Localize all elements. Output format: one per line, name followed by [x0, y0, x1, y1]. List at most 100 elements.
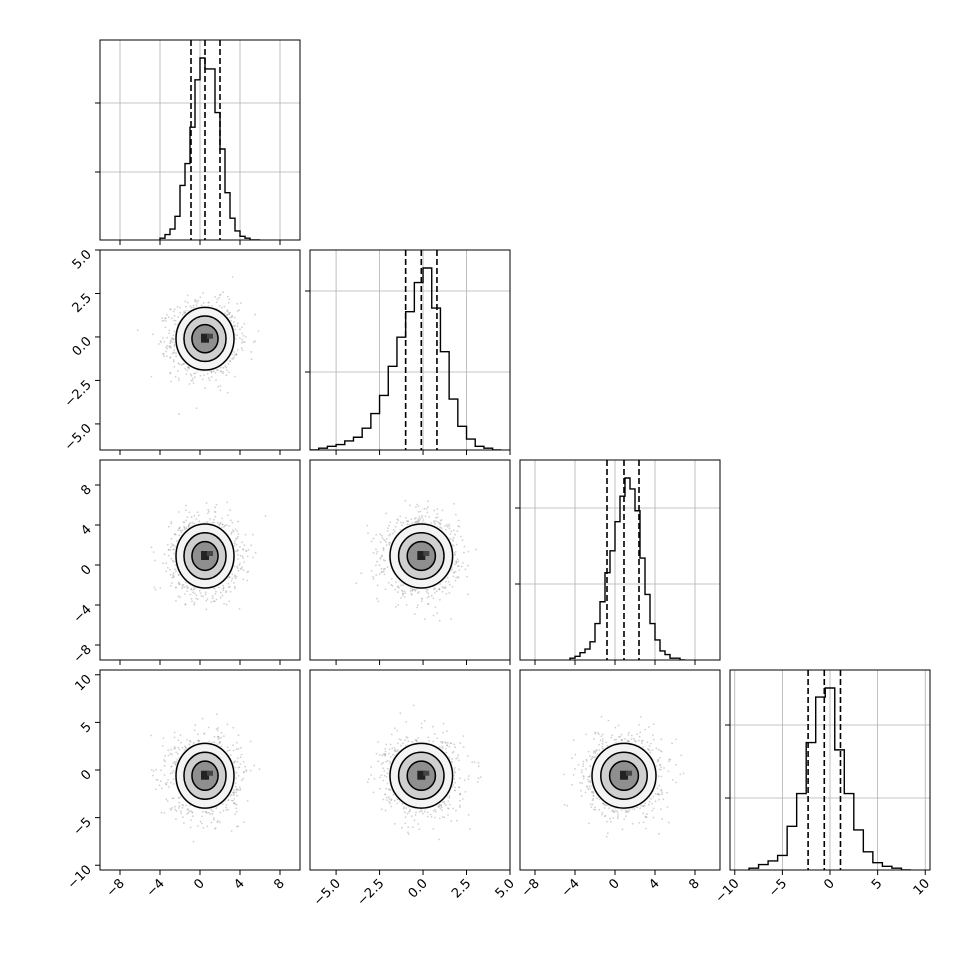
scatter-point [172, 360, 175, 363]
scatter-point [242, 771, 245, 774]
scatter-point [241, 541, 244, 544]
scatter-point [254, 551, 257, 554]
scatter-point [235, 544, 238, 546]
scatter-point [175, 761, 178, 764]
scatter-point [257, 330, 260, 332]
scatter-point [197, 299, 200, 302]
scatter-point [160, 341, 163, 344]
scatter-point [398, 587, 400, 589]
scatter-point [433, 592, 436, 594]
scatter-point [173, 552, 176, 555]
scatter-point [227, 799, 230, 801]
scatter-point [155, 768, 158, 771]
scatter-point [383, 573, 386, 576]
scatter-point [404, 499, 407, 502]
scatter-point [170, 781, 172, 784]
scatter-point [455, 562, 458, 565]
scatter-point [221, 306, 223, 309]
scatter-point [421, 597, 423, 600]
scatter-point [196, 511, 199, 514]
scatter-point [231, 529, 234, 532]
scatter-point [452, 540, 455, 542]
scatter-point [170, 543, 173, 545]
scatter-point [165, 783, 168, 786]
scatter-point [182, 804, 185, 807]
scatter-point [385, 544, 388, 547]
scatter-point [173, 345, 176, 347]
scatter-point [366, 524, 369, 527]
scatter-point [175, 570, 177, 573]
scatter-point [159, 587, 162, 589]
scatter-point [453, 572, 455, 574]
scatter-point [219, 385, 222, 387]
scatter-point [382, 538, 385, 541]
scatter-point [239, 546, 241, 548]
scatter-point [177, 370, 179, 372]
scatter-point [241, 332, 244, 335]
scatter-point [174, 586, 177, 589]
histogram-step [569, 477, 685, 660]
scatter-point [216, 521, 219, 524]
scatter-point [237, 766, 240, 769]
contour-line [406, 540, 437, 572]
scatter-point [239, 763, 242, 765]
scatter-point [182, 363, 185, 365]
scatter-point [219, 811, 222, 814]
scatter-point [436, 513, 439, 515]
scatter-point [207, 508, 210, 511]
scatter-point [457, 565, 459, 568]
scatter-point [233, 585, 236, 588]
scatter-point [385, 541, 387, 543]
scatter-point [405, 516, 407, 519]
scatter-point [450, 530, 453, 532]
scatter-point [452, 544, 455, 547]
scatter-point [237, 549, 239, 552]
scatter-point [226, 369, 229, 372]
scatter-point [380, 534, 383, 537]
scatter-point [164, 783, 167, 785]
scatter-point [233, 325, 235, 328]
scatter-point [195, 300, 198, 302]
scatter-point [379, 556, 382, 559]
scatter-point [173, 308, 176, 311]
scatter-point [370, 570, 373, 572]
scatter-point [223, 526, 225, 528]
scatter-point [184, 586, 186, 588]
scatter-point [177, 362, 180, 365]
scatter-point [217, 736, 219, 738]
scatter-point [173, 351, 176, 354]
scatter-point [220, 521, 222, 524]
scatter-point [220, 371, 223, 373]
scatter-point [185, 585, 188, 587]
scatter-point [233, 321, 235, 323]
scatter-point [396, 522, 398, 524]
scatter-point [229, 311, 232, 314]
scatter-point [235, 748, 238, 751]
scatter-point [169, 342, 172, 345]
scatter-point [159, 780, 162, 783]
scatter-point [241, 341, 243, 344]
scatter-point [212, 600, 215, 603]
scatter-point [238, 608, 241, 610]
scatter-point [236, 325, 239, 327]
scatter-point [193, 729, 196, 732]
scatter-point [234, 813, 236, 816]
scatter-point [234, 785, 237, 788]
scatter-point [439, 598, 441, 601]
scatter-point [184, 603, 187, 606]
scatter-point [189, 826, 192, 829]
scatter-point [236, 567, 239, 569]
scatter-point [409, 504, 411, 507]
scatter-point [187, 525, 190, 528]
scatter-point [180, 812, 183, 815]
scatter-point [163, 341, 166, 343]
scatter-point [190, 306, 193, 309]
scatter-point [392, 529, 395, 531]
scatter-point [394, 525, 397, 528]
scatter-point [232, 794, 235, 797]
panel-frame [309, 249, 511, 451]
density-peak [207, 333, 213, 339]
contour-line [183, 532, 227, 580]
scatter-point [193, 603, 195, 606]
